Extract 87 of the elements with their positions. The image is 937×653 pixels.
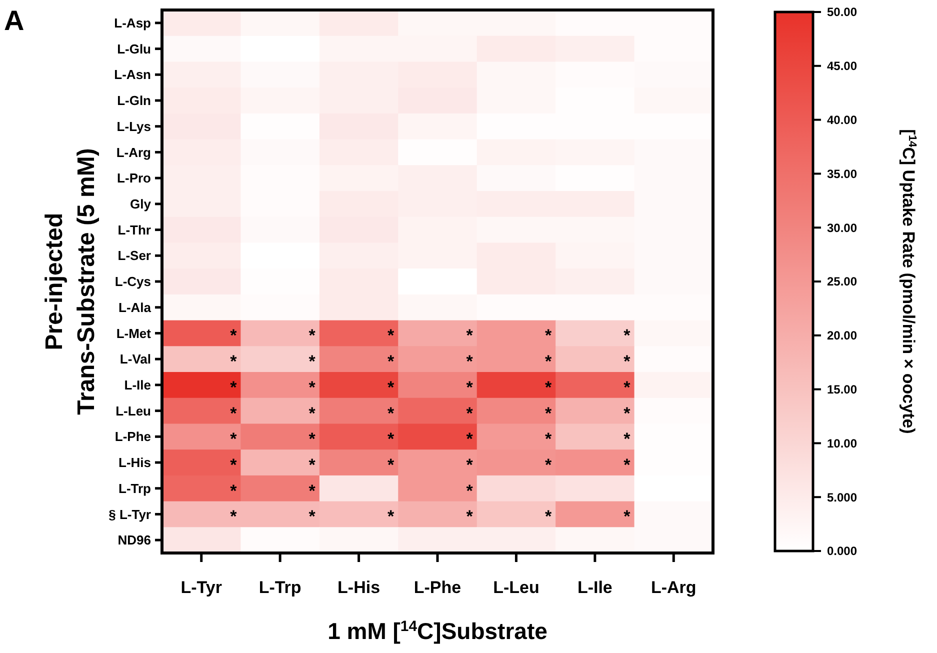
data-label: *	[466, 404, 474, 423]
x-tick-label: L-Phe	[414, 578, 462, 597]
data-label: *	[230, 430, 238, 449]
y-tick-label: L-Asn	[114, 67, 152, 82]
data-label: *	[544, 430, 552, 449]
data-label: *	[544, 352, 552, 372]
color-bar-label: 30.00	[827, 220, 858, 235]
data-label: *	[624, 378, 631, 397]
color-bar-label: 5.000	[827, 490, 858, 504]
data-label: *	[624, 326, 631, 346]
data-label: *	[230, 456, 238, 474]
data-label: *	[308, 481, 316, 500]
x-tick-label: L-Ile	[577, 578, 612, 597]
y-tick-label: L-Met	[116, 326, 152, 341]
data-label: *	[308, 352, 316, 372]
data-label: *	[466, 378, 474, 397]
data-label: *	[388, 430, 395, 449]
y-tick-label: L-His	[118, 455, 151, 470]
data-label: *	[388, 404, 395, 423]
color-bar-label: 40.00	[827, 113, 858, 127]
x-tick-label: L-His	[338, 578, 380, 597]
color-bar-label: 0.000	[827, 544, 858, 558]
color-bar-label: 10.00	[827, 436, 858, 450]
data-label: *	[388, 352, 395, 372]
y-tick-label: L-Asp	[114, 15, 152, 30]
data-label: *	[624, 507, 631, 526]
y-tick-label: L-Pro	[117, 170, 152, 186]
y-tick-label: L-Ser	[118, 248, 151, 264]
y-tick-label: § L-Tyr	[108, 506, 151, 522]
x-tick-label: L-Tyr	[180, 578, 222, 597]
y-tick-label: L-Lys	[116, 118, 151, 134]
y-tick-label: L-Phe	[114, 429, 151, 444]
y-tick-label: L-Val	[120, 352, 151, 367]
color-bar-label: 35.00	[827, 166, 858, 181]
x-axis-title: 1 mM [$^{14}$C]Substrate	[328, 618, 548, 644]
data-label: *	[308, 404, 316, 423]
data-label: *	[308, 378, 316, 397]
data-label: *	[308, 326, 316, 346]
y-tick-label: L-Ile	[124, 377, 151, 392]
y-tick-label: L-Cys	[114, 274, 151, 290]
x-tick-label: L-Trp	[258, 578, 302, 597]
data-label: *	[230, 326, 238, 346]
y-tick-label: L-Trp	[118, 480, 152, 496]
data-label: *	[624, 456, 631, 474]
data-label: *	[466, 481, 474, 500]
color-bar-label: 25.00	[827, 274, 858, 289]
data-label: *	[388, 507, 395, 526]
data-label: *	[230, 481, 238, 500]
data-label: *	[466, 352, 474, 372]
data-label: *	[230, 352, 238, 372]
data-label: *	[624, 430, 631, 449]
data-label: *	[230, 378, 238, 397]
color-bar-label: 20.00	[827, 328, 858, 343]
y-tick-label: L-Arg	[116, 144, 152, 160]
y-tick-label: L-Thr	[118, 222, 151, 238]
y-tick-label: L-Leu	[116, 403, 152, 418]
data-label: *	[230, 404, 238, 423]
x-tick-label: L-Leu	[493, 578, 540, 597]
data-label: *	[544, 378, 552, 397]
data-label: *	[466, 456, 474, 474]
data-label: *	[230, 507, 238, 526]
data-label: *	[466, 430, 474, 449]
y-tick-label: L-Gln	[117, 93, 152, 108]
data-label: *	[308, 456, 316, 474]
color-bar-label: 45.00	[827, 59, 858, 74]
y-tick-label: L-Glu	[117, 41, 152, 56]
color-bar-label: 50.00	[827, 5, 858, 20]
data-label: *	[544, 456, 552, 474]
text: A	[4, 5, 24, 36]
data-label: *	[388, 378, 395, 397]
data-label: *	[544, 404, 552, 423]
y-tick-label: L-Ala	[118, 300, 152, 315]
data-label: *	[388, 326, 395, 346]
y-tick-label: ND96	[118, 532, 151, 548]
data-label: *	[624, 352, 631, 372]
color-bar-label: 15.00	[827, 382, 858, 396]
data-label: *	[624, 404, 631, 423]
x-tick-label: L-Arg	[650, 578, 696, 597]
data-label: *	[544, 326, 552, 346]
y-axis-title: Pre-injected Trans-Substrate (5 mM)	[41, 148, 100, 415]
data-label: *	[544, 507, 552, 526]
y-tick-label: Gly	[130, 196, 152, 212]
data-label: *	[308, 430, 316, 449]
data-label: *	[466, 326, 474, 346]
data-label: *	[388, 456, 395, 474]
data-label: *	[308, 507, 316, 526]
data-label: *	[466, 507, 474, 526]
